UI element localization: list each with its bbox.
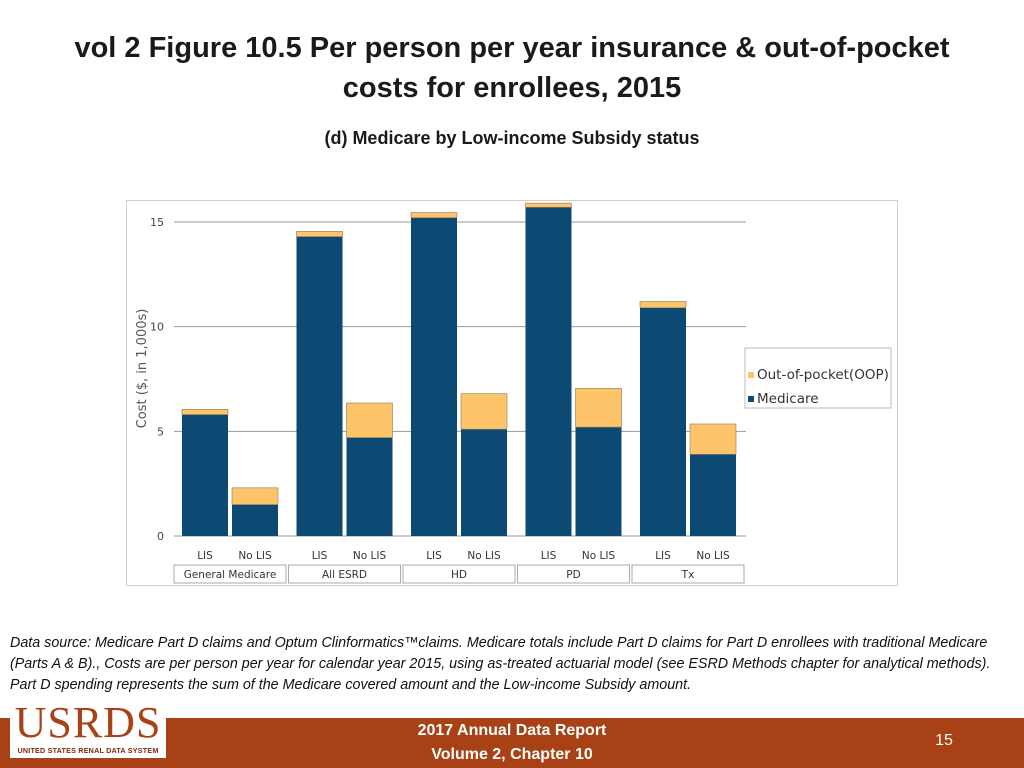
bar-medicare xyxy=(346,437,393,536)
x-tick-label: LIS xyxy=(426,550,442,562)
y-tick-label: 0 xyxy=(157,530,164,543)
bar-oop xyxy=(460,393,508,430)
slide-title: vol 2 Figure 10.5 Per person per year in… xyxy=(74,32,950,104)
usrds-logo: USRDS UNITED STATES RENAL DATA SYSTEM xyxy=(10,698,166,758)
x-tick-label: No LIS xyxy=(353,550,387,562)
chart-subtitle: (d) Medicare by Low-income Subsidy statu… xyxy=(324,128,700,148)
report-line-1: 2017 Annual Data Report xyxy=(417,722,607,739)
bar-medicare xyxy=(525,207,572,536)
legend-swatch-medicare xyxy=(748,396,754,402)
bar-medicare xyxy=(411,217,457,536)
footer-report-title: 2017 Annual Data Report Volume 2, Chapte… xyxy=(300,719,724,767)
data-source-note: Data source: Medicare Part D claims and … xyxy=(10,635,991,693)
x-tick-label: No LIS xyxy=(467,550,501,562)
bar-oop xyxy=(231,487,279,505)
bar-medicare xyxy=(182,414,228,536)
bar-medicare xyxy=(690,454,736,536)
y-axis-label: Cost ($, in 1,000s) xyxy=(135,309,150,429)
bar-medicare xyxy=(232,504,278,536)
page-number: 15 xyxy=(935,732,953,749)
logo-subtext: UNITED STATES RENAL DATA SYSTEM xyxy=(17,746,159,755)
group-label-box xyxy=(631,564,745,584)
bar-medicare xyxy=(640,307,686,536)
x-tick-label: LIS xyxy=(541,550,557,562)
bar-oop xyxy=(575,388,622,428)
legend-swatch-oop xyxy=(748,372,754,378)
y-tick-label: 10 xyxy=(150,321,164,334)
group-label-box xyxy=(288,564,401,584)
report-line-2: Volume 2, Chapter 10 xyxy=(431,746,593,763)
x-tick-label: No LIS xyxy=(582,550,616,562)
group-label: HD xyxy=(451,569,467,581)
legend-label-medicare: Medicare xyxy=(757,391,819,407)
bar-oop xyxy=(689,423,737,455)
group-label: All ESRD xyxy=(322,569,367,581)
logo-wordmark: USRDS xyxy=(14,698,162,747)
group-label: PD xyxy=(566,569,580,581)
group-label-box xyxy=(517,564,630,584)
bar-oop xyxy=(346,402,393,438)
bar-medicare xyxy=(296,236,343,536)
y-tick-label: 15 xyxy=(150,216,164,229)
legend-box xyxy=(744,347,892,409)
bar-medicare xyxy=(575,427,622,536)
x-tick-label: No LIS xyxy=(696,550,730,562)
bar-oop xyxy=(639,301,687,309)
group-label: General Medicare xyxy=(184,569,277,581)
footer-bar xyxy=(0,718,1024,768)
x-tick-label: No LIS xyxy=(238,550,272,562)
group-label-box xyxy=(173,564,287,584)
bar-oop xyxy=(525,202,572,208)
group-label: Tx xyxy=(681,569,695,581)
bar-oop xyxy=(296,231,343,237)
x-tick-label: LIS xyxy=(312,550,328,562)
group-label-box xyxy=(402,564,516,584)
bar-oop xyxy=(181,409,229,415)
legend-label-oop: Out-of-pocket(OOP) xyxy=(757,367,889,383)
x-tick-label: LIS xyxy=(655,550,671,562)
bar-medicare xyxy=(461,429,507,536)
bar-oop xyxy=(410,212,458,219)
stacked-bar-chart: 0 5 10 15 Cost ($, in 1,000s) LIS No LIS LIS No … xyxy=(135,202,892,584)
y-tick-label: 5 xyxy=(157,425,164,438)
x-tick-label: LIS xyxy=(197,550,213,562)
